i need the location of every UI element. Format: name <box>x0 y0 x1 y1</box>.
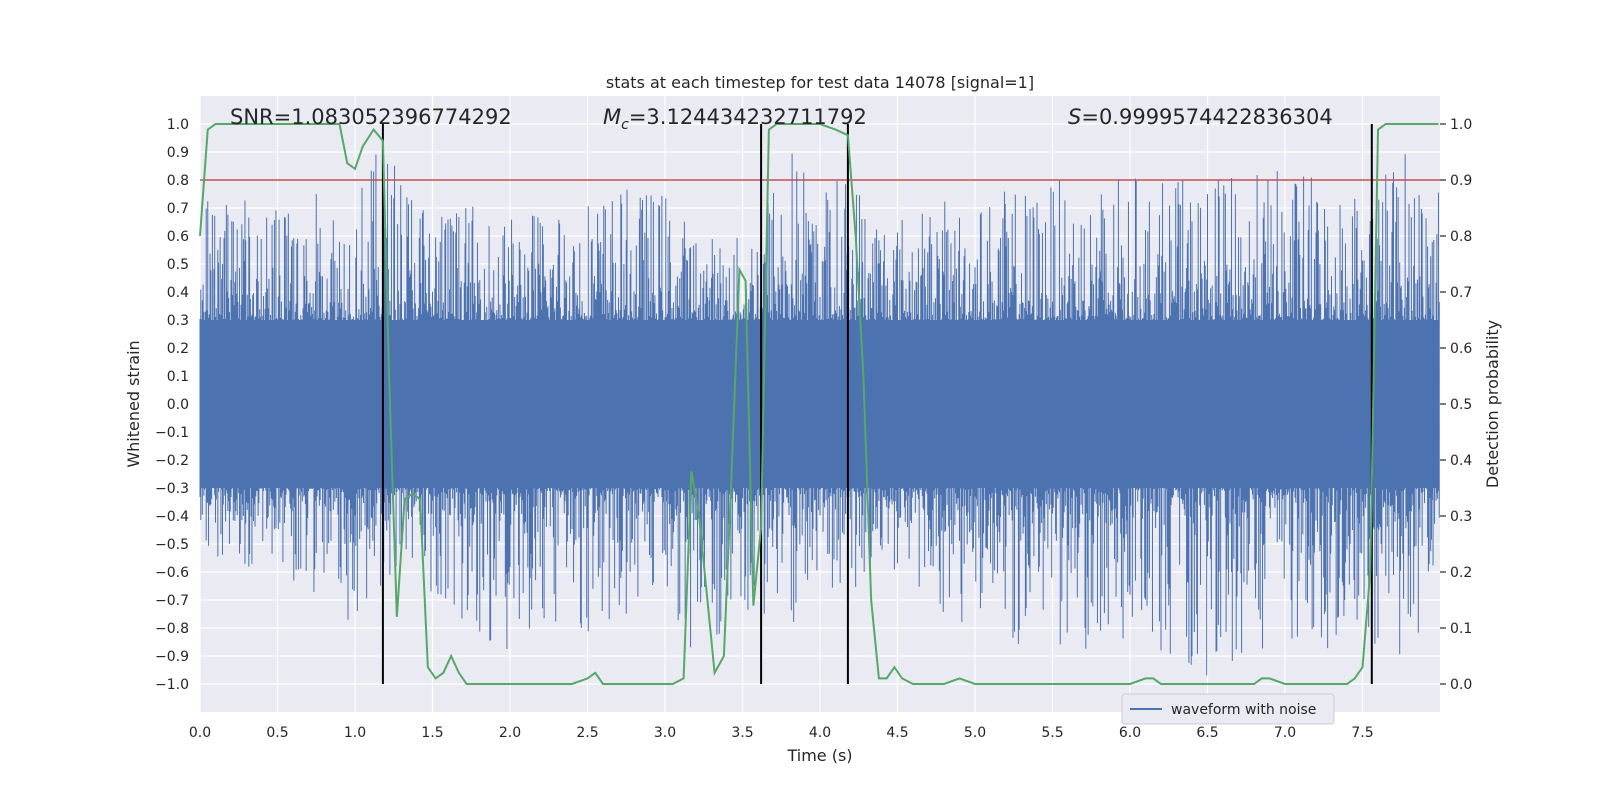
chart-title: stats at each timestep for test data 140… <box>606 73 1034 92</box>
x-tick-label-4: 2.0 <box>499 725 521 741</box>
score-symbol: S <box>1068 105 1081 129</box>
y2-ticks: 1.0 0.9 0.8 0.7 0.6 0.5 0.4 0.3 0.2 0.1 0.0 <box>1440 117 1472 693</box>
y-tick-label-4: 0.6 <box>167 229 189 245</box>
x-tick-label-2: 1.0 <box>344 725 366 741</box>
y-tick-label-8: 0.2 <box>167 341 189 357</box>
y-tick-label-19: −0.9 <box>155 649 189 665</box>
x-tick-label-12: 6.0 <box>1119 725 1141 741</box>
detection-probability-line <box>199 123 1439 685</box>
x-tick-label-14: 7.0 <box>1274 725 1296 741</box>
waveform-series <box>199 153 1440 676</box>
x-tick-label-3: 1.5 <box>421 725 443 741</box>
score-value: =0.9999574422836304 <box>1081 105 1332 129</box>
y-tick-label-11: −0.1 <box>155 425 189 441</box>
y-tick-label-9: 0.1 <box>167 369 189 385</box>
y2-tick-label-8: 0.2 <box>1450 565 1472 581</box>
y-tick-label-7: 0.3 <box>167 313 189 329</box>
y2-tick-label-2: 0.8 <box>1450 229 1472 245</box>
x-tick-label-5: 2.5 <box>576 725 598 741</box>
y-tick-label-2: 0.8 <box>167 173 189 189</box>
y2-tick-label-9: 0.1 <box>1450 621 1472 637</box>
score-annotation: S=0.9999574422836304 <box>1068 105 1333 129</box>
x-tick-label-7: 3.5 <box>731 725 753 741</box>
y-tick-label-1: 0.9 <box>167 145 189 161</box>
y-tick-label-13: −0.3 <box>155 481 189 497</box>
y-tick-label-15: −0.5 <box>155 537 189 553</box>
legend-label: waveform with noise <box>1171 702 1316 718</box>
y-axis-label: Whitened strain <box>124 340 143 467</box>
y-tick-label-5: 0.5 <box>167 257 189 273</box>
legend: waveform with noise <box>1121 693 1335 725</box>
y-tick-label-12: −0.2 <box>155 453 189 469</box>
y-tick-label-10: 0.0 <box>167 397 189 413</box>
x-tick-label-10: 5.0 <box>964 725 986 741</box>
y2-axis-label: Detection probability <box>1483 320 1502 488</box>
chirp-mass-subscript: c <box>621 117 629 133</box>
legend-box <box>1121 693 1335 725</box>
y-tick-label-20: −1.0 <box>155 677 189 693</box>
x-ticks: 0.0 0.5 1.0 1.5 2.0 2.5 3.0 3.5 4.0 4.5 5.0 5.5 6.0 6… <box>189 725 1374 741</box>
y2-tick-label-7: 0.3 <box>1450 509 1472 525</box>
y2-tick-label-5: 0.5 <box>1450 397 1472 413</box>
x-axis-label: Time (s) <box>786 746 852 765</box>
waveform-line <box>199 153 1440 676</box>
y2-tick-label-0: 1.0 <box>1450 117 1472 133</box>
y-tick-label-17: −0.7 <box>155 593 189 609</box>
y2-tick-label-10: 0.0 <box>1450 677 1472 693</box>
x-tick-label-6: 3.0 <box>654 725 676 741</box>
x-tick-label-15: 7.5 <box>1351 725 1373 741</box>
y-tick-label-14: −0.4 <box>155 509 189 525</box>
x-tick-label-9: 4.5 <box>886 725 908 741</box>
y-tick-label-18: −0.8 <box>155 621 189 637</box>
y-tick-label-3: 0.7 <box>167 201 189 217</box>
y-ticks: 1.0 0.9 0.8 0.7 0.6 0.5 0.4 0.3 0.2 0.1 0.0 −0.1 −0.… <box>155 117 189 693</box>
y2-tick-label-1: 0.9 <box>1450 173 1472 189</box>
y2-tick-label-4: 0.6 <box>1450 341 1472 357</box>
chirp-mass-value: =3.124434232711792 <box>629 105 867 129</box>
x-tick-label-0: 0.0 <box>189 725 211 741</box>
chirp-mass-annotation: Mc=3.124434232711792 <box>603 105 867 133</box>
x-tick-label-8: 4.0 <box>809 725 831 741</box>
y-tick-label-0: 1.0 <box>167 117 189 133</box>
x-tick-label-11: 5.5 <box>1041 725 1063 741</box>
y2-tick-label-3: 0.7 <box>1450 285 1472 301</box>
probability-series <box>199 123 1439 685</box>
snr-annotation: SNR=1.083052396774292 <box>230 105 512 129</box>
x-tick-label-1: 0.5 <box>266 725 288 741</box>
x-tick-label-13: 6.5 <box>1196 725 1218 741</box>
vertical-lines <box>381 124 1373 684</box>
chirp-mass-symbol: M <box>603 105 621 129</box>
y-tick-label-6: 0.4 <box>167 285 189 301</box>
y2-tick-label-6: 0.4 <box>1450 453 1472 469</box>
y-tick-label-16: −0.6 <box>155 565 189 581</box>
